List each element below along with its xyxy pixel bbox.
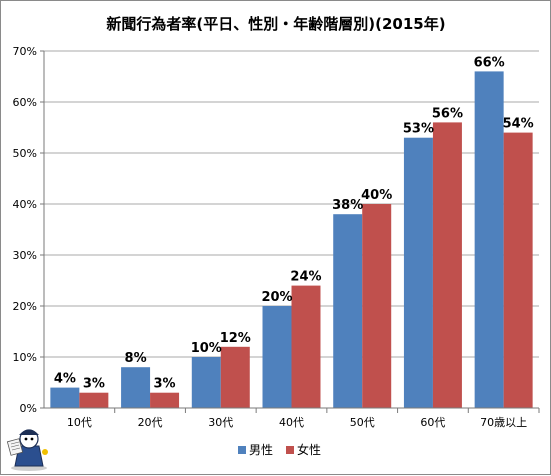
data-label: 54% xyxy=(503,117,534,132)
y-tick-label: 60% xyxy=(13,96,37,109)
data-label: 8% xyxy=(125,351,147,366)
legend-label: 男性 xyxy=(249,443,273,457)
x-tick-label: 40代 xyxy=(279,416,304,429)
x-tick-label: 60代 xyxy=(420,416,445,429)
bar-male xyxy=(121,367,151,408)
legend-swatch xyxy=(238,446,246,454)
x-tick-label: 30代 xyxy=(208,416,233,429)
axis-layer: 0% 10% 20% 30% 40% 50% 60% 70% 10代 20代 30代 40代 50代 60… xyxy=(13,45,540,429)
bar-female xyxy=(362,204,392,408)
data-label: 3% xyxy=(154,377,176,392)
bar-male xyxy=(403,137,433,408)
data-label-layer: 4% 3% 8% 3% 10%12% 20% 24% 38%40% 53%56% 66% 54% xyxy=(54,55,534,391)
data-label: 20% xyxy=(261,290,292,305)
y-tick-label: 40% xyxy=(13,198,37,211)
bar-female xyxy=(150,392,180,408)
bar-male xyxy=(50,387,80,408)
legend-swatch xyxy=(286,446,294,454)
bar-male xyxy=(191,357,221,408)
bar-male xyxy=(474,71,504,409)
data-label: 3% xyxy=(83,377,105,392)
legend: 男性 女性 xyxy=(238,442,321,457)
data-label: 12% xyxy=(220,331,251,346)
bar-female xyxy=(291,285,321,408)
data-label: 66% xyxy=(474,55,505,70)
y-tick-label: 20% xyxy=(13,300,37,313)
data-label: 4% xyxy=(54,372,76,387)
x-tick-label: 70歳以上 xyxy=(480,416,527,429)
bar-female xyxy=(220,346,250,408)
data-label: 56% xyxy=(432,106,463,121)
bar-male xyxy=(262,306,292,408)
legend-label: 女性 xyxy=(297,442,321,457)
bar-male xyxy=(333,214,363,408)
grid-layer xyxy=(44,50,539,358)
data-label: 24% xyxy=(290,270,321,285)
y-tick-label: 50% xyxy=(13,147,37,160)
data-label: 10% xyxy=(191,341,222,356)
bar-female xyxy=(432,122,462,409)
y-tick-label: 10% xyxy=(13,351,37,364)
bar-layer xyxy=(50,71,533,409)
x-tick-label: 50代 xyxy=(350,416,375,429)
mascot-icon xyxy=(6,429,48,471)
bar-female xyxy=(503,132,533,408)
y-tick-label: 70% xyxy=(13,45,37,58)
data-label: 40% xyxy=(361,188,392,203)
data-label: 53% xyxy=(403,122,434,137)
y-tick-label: 0% xyxy=(20,402,37,415)
y-tick-label: 30% xyxy=(13,249,37,262)
chart-title: 新聞行為者率(平日、性別・年齢階層別)(2015年) xyxy=(106,15,445,33)
data-label: 38% xyxy=(332,198,363,213)
x-tick-label: 10代 xyxy=(67,416,92,429)
bar-female xyxy=(79,392,109,408)
x-tick-label: 20代 xyxy=(138,416,163,429)
